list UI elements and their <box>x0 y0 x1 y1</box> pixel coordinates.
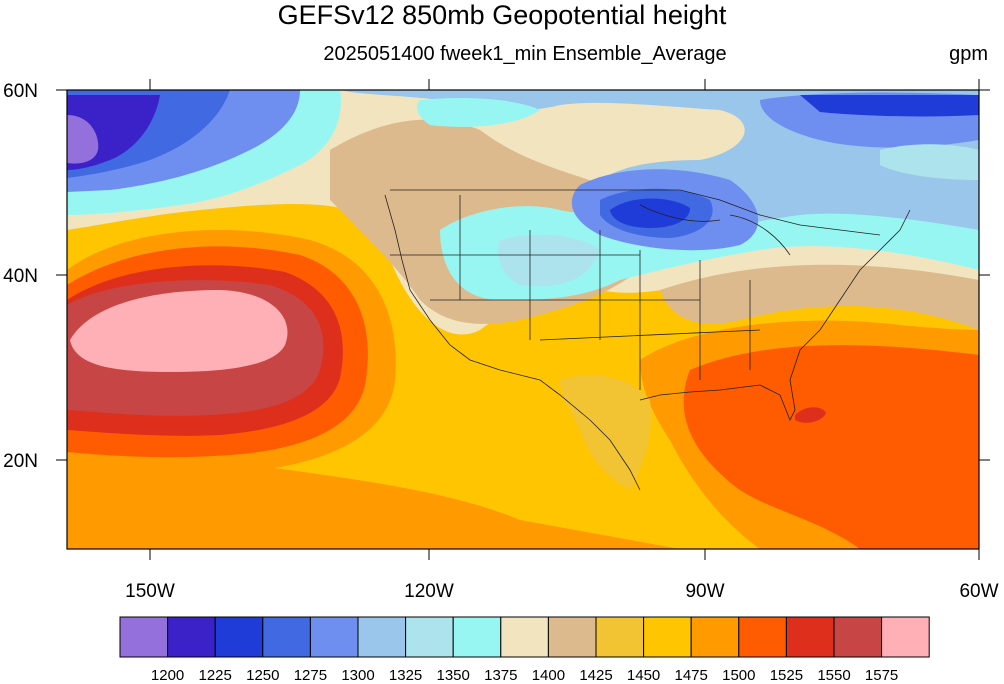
colorbar-label: 1375 <box>484 667 517 684</box>
chart-title: GEFSv12 850mb Geopotential height <box>277 0 727 30</box>
colorbar-label: 1400 <box>532 667 565 684</box>
colorbar-swatch <box>357 616 407 658</box>
colorbar-label: 1450 <box>627 667 660 684</box>
colorbar-label: 1275 <box>294 667 327 684</box>
colorbar-swatch <box>167 616 216 658</box>
colorbar-label: 1550 <box>817 667 850 684</box>
colorbar-label: 1200 <box>151 667 184 684</box>
colorbar-label: 1350 <box>437 667 470 684</box>
colorbar-swatch <box>309 616 359 658</box>
colorbar-label: 1475 <box>675 667 708 684</box>
colorbar-swatch <box>405 616 454 658</box>
axis-ticks <box>56 79 990 560</box>
colorbar-label: 1500 <box>722 667 755 684</box>
lon-label-60w: 60W <box>959 581 998 602</box>
colorbar-swatch <box>452 616 502 658</box>
colorbar-swatch <box>595 616 645 658</box>
lat-label-40n: 40N <box>3 266 38 287</box>
map-outlines <box>384 189 911 491</box>
colorbar-label: 1225 <box>199 667 232 684</box>
lat-labels: 60N 40N 20N <box>3 81 38 472</box>
lat-label-20n: 20N <box>3 451 38 472</box>
colorbar-label: 1325 <box>389 667 422 684</box>
colorbar-swatch <box>690 616 740 658</box>
colorbar-label: 1300 <box>341 667 374 684</box>
colorbar-label: 1425 <box>579 667 612 684</box>
height-field <box>67 90 979 549</box>
map-frame <box>66 89 980 550</box>
colorbar-swatch <box>119 616 169 658</box>
colorbar-swatch <box>214 616 264 658</box>
colorbar-swatch <box>500 616 549 658</box>
lon-labels: 150W 120W 90W 60W <box>125 581 998 602</box>
chart-subtitle: 2025051400 fweek1_min Ensemble_Average <box>323 43 727 65</box>
colorbar-swatch <box>785 616 835 658</box>
lon-label-90w: 90W <box>685 581 724 602</box>
units-label: gpm <box>949 43 988 65</box>
colorbar-swatch <box>738 616 787 658</box>
colorbar-label: 1575 <box>865 667 898 684</box>
lat-label-60n: 60N <box>3 81 38 102</box>
colorbar-swatch <box>881 616 930 658</box>
lon-label-150w: 150W <box>125 581 175 602</box>
colorbar-swatch <box>262 616 311 658</box>
colorbar: 1200 1225 1250 1275 1300 1325 1350 1375 1400 1425… <box>119 616 930 684</box>
colorbar-swatch <box>643 616 692 658</box>
colorbar-swatch <box>547 616 597 658</box>
colorbar-swatch <box>833 616 883 658</box>
colorbar-label: 1250 <box>246 667 279 684</box>
colorbar-label: 1525 <box>770 667 803 684</box>
lon-label-120w: 120W <box>404 581 454 602</box>
